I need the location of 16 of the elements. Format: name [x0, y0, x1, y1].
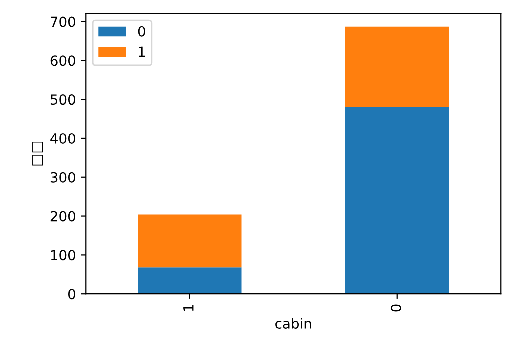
- y-tick-label: 200: [50, 211, 76, 222]
- y-tick-label: 500: [50, 94, 76, 106]
- y-tick-label: 300: [50, 172, 76, 183]
- y-axis-title: □□: [32, 142, 44, 166]
- y-tick-label: 400: [50, 133, 76, 144]
- y-tick-label: 700: [51, 16, 76, 28]
- bar: [138, 268, 242, 294]
- legend-label: 0: [138, 26, 146, 37]
- y-tick-label: 600: [50, 56, 76, 66]
- bar: [346, 106, 450, 294]
- x-axis-title: cabin: [276, 318, 312, 329]
- y-tick-label: 0: [68, 289, 76, 300]
- legend-label: 1: [139, 46, 146, 58]
- bar: [346, 26, 450, 107]
- y-tick-label: 100: [51, 250, 76, 261]
- bar: [138, 214, 242, 268]
